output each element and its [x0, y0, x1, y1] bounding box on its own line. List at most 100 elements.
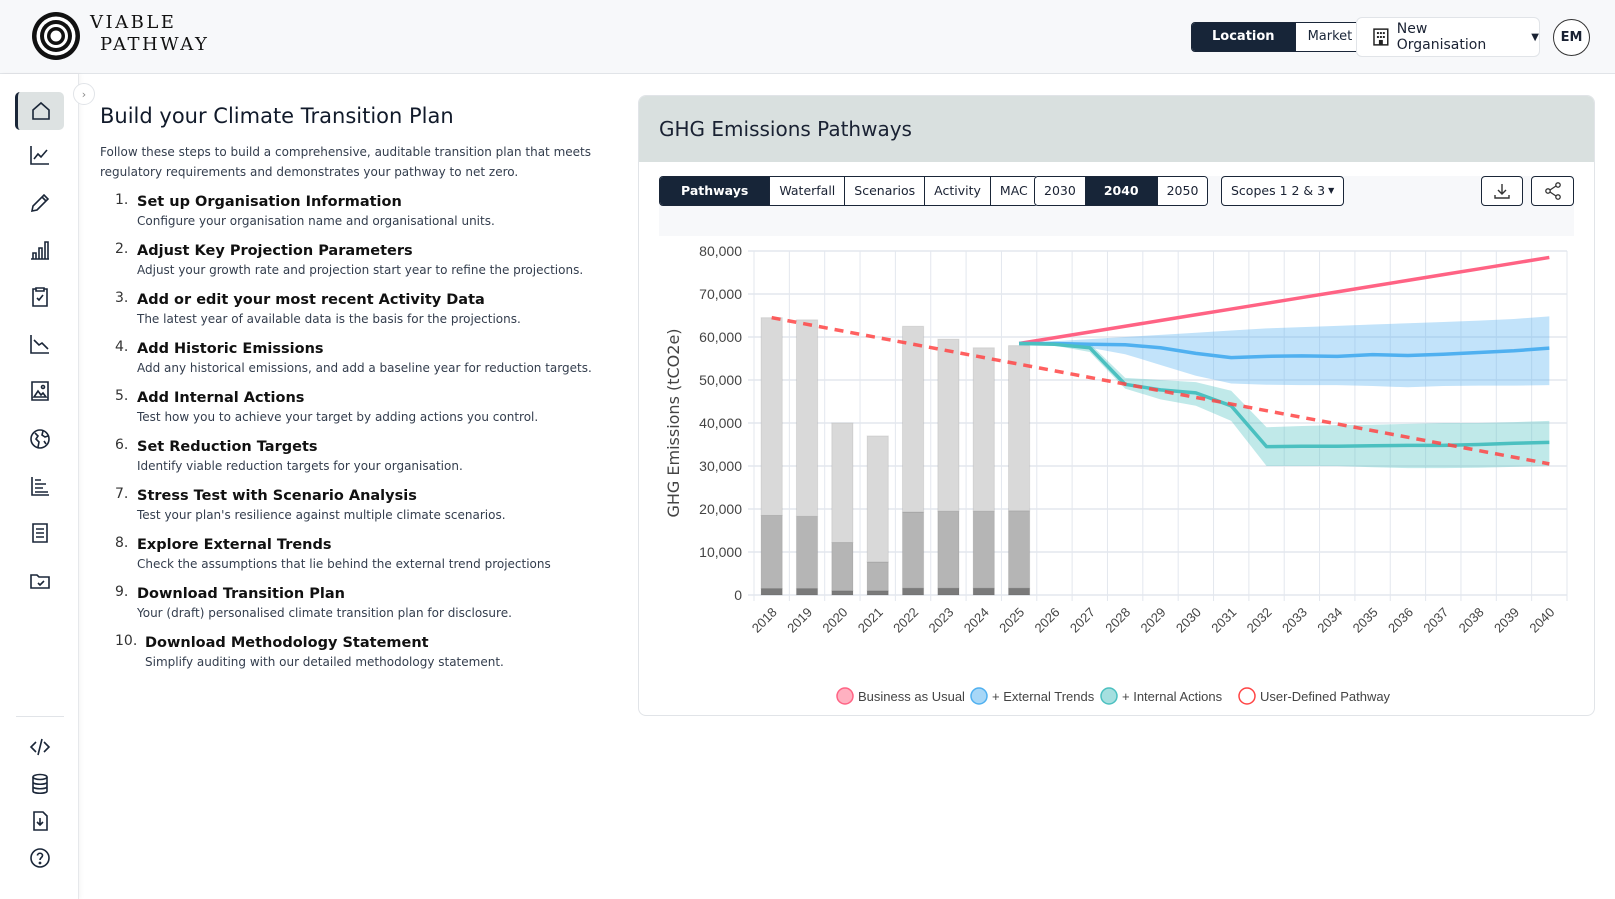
line-chart-icon [29, 146, 49, 165]
download-chart-button[interactable] [1481, 176, 1523, 206]
sidebar-item-files[interactable] [15, 562, 64, 600]
pathway-line [1019, 341, 1550, 360]
emissions-bar-segment [831, 422, 854, 544]
legend-swatch [970, 687, 988, 705]
step-description: The latest year of available data is the… [137, 312, 521, 326]
user-avatar[interactable]: EM [1553, 19, 1590, 56]
year-2050-button[interactable]: 2050 [1156, 177, 1208, 205]
step-item[interactable]: 3. Add or edit your most recent Activity … [100, 290, 600, 328]
emissions-bar-segment [866, 561, 889, 592]
tab-mac[interactable]: MAC [989, 177, 1037, 205]
sidebar-item-activity[interactable] [15, 231, 64, 269]
step-title: Set Reduction Targets [137, 439, 318, 455]
file-download-icon [32, 811, 48, 831]
caret-down-icon: ▼ [1531, 31, 1539, 43]
sidebar-item-data[interactable] [15, 765, 64, 803]
step-item[interactable]: 1. Set up Organisation Information Configu… [100, 192, 600, 230]
year-2040-button[interactable]: 2040 [1084, 177, 1157, 205]
step-item[interactable]: 2. Adjust Key Projection Parameters Adjust… [100, 241, 600, 279]
sidebar-expand-button[interactable]: › [73, 83, 95, 105]
step-title: Download Methodology Statement [145, 635, 429, 651]
sidebar-item-gallery[interactable] [15, 372, 64, 410]
sidebar-item-trends[interactable] [15, 325, 64, 363]
scopes-dropdown[interactable]: Scopes 1 2 & 3 ▼ [1221, 176, 1345, 206]
database-icon [31, 773, 48, 795]
emissions-bar-segment [760, 514, 783, 590]
x-tick-label: 2039 [1491, 605, 1522, 636]
sidebar-item-breakdown[interactable] [15, 467, 64, 505]
step-item[interactable]: 6. Set Reduction Targets Identify viable r… [100, 437, 600, 475]
pathway-line [1018, 255, 1550, 346]
year-2030-button[interactable]: 2030 [1035, 177, 1085, 205]
x-tick-label: 2022 [890, 605, 921, 636]
step-number: 7. [115, 486, 129, 502]
sidebar-item-dashboard[interactable] [15, 136, 64, 174]
image-icon [30, 381, 49, 401]
step-description: Identify viable reduction targets for yo… [137, 459, 463, 473]
sidebar-item-scenarios[interactable] [15, 420, 64, 458]
step-description: Test your plan's resilience against mult… [137, 508, 506, 522]
legend-swatch [1238, 687, 1256, 705]
y-tick-label: 40,000 [699, 415, 742, 431]
building-icon [1373, 28, 1389, 46]
step-item[interactable]: 7. Stress Test with Scenario Analysis Test… [100, 486, 600, 524]
x-tick-label: 2024 [961, 605, 992, 636]
y-tick-label: 30,000 [699, 458, 742, 474]
emissions-bar-segment [760, 317, 783, 516]
x-tick-label: 2036 [1385, 605, 1416, 636]
sidebar-item-export[interactable] [15, 802, 64, 840]
step-number: 3. [115, 290, 129, 306]
sidebar-item-help[interactable] [15, 839, 64, 877]
intro-lead: Follow these steps to build a comprehens… [100, 145, 591, 179]
y-tick-label: 20,000 [699, 501, 742, 517]
step-item[interactable]: 4. Add Historic Emissions Add any historic… [100, 339, 600, 377]
sidebar-item-targets[interactable] [15, 278, 64, 316]
emissions-bar-segment [866, 590, 889, 596]
x-tick-label: 2019 [784, 605, 815, 636]
brand-line-1: VIABLE [90, 12, 177, 33]
tab-scenarios[interactable]: Scenarios [844, 177, 925, 205]
step-number: 8. [115, 535, 129, 551]
market-button[interactable]: Market [1294, 23, 1365, 51]
x-tick-label: 2032 [1244, 605, 1275, 636]
tab-waterfall[interactable]: Waterfall [769, 177, 845, 205]
step-title: Stress Test with Scenario Analysis [137, 488, 417, 504]
sidebar [0, 74, 79, 899]
emissions-bar-segment [901, 511, 925, 589]
step-item[interactable]: 10. Download Methodology Statement Simplif… [100, 633, 600, 671]
step-number: 2. [115, 241, 129, 257]
tab-activity[interactable]: Activity [924, 177, 990, 205]
step-item[interactable]: 8. Explore External Trends Check the assum… [100, 535, 600, 573]
emissions-bar-segment [1008, 587, 1031, 596]
x-tick-label: 2027 [1067, 605, 1098, 636]
step-item[interactable]: 9. Download Transition Plan Your (draft) p… [100, 584, 600, 622]
x-tick-label: 2038 [1456, 605, 1487, 636]
folder-check-icon [29, 574, 50, 589]
location-button[interactable]: Location [1192, 23, 1295, 51]
uncertainty-band [1019, 343, 1550, 469]
step-number: 1. [115, 192, 129, 208]
x-tick-label: 2028 [1102, 605, 1133, 636]
step-description: Configure your organisation name and org… [137, 214, 495, 228]
sidebar-item-edit[interactable] [15, 184, 64, 222]
chevron-right-icon: › [81, 87, 87, 101]
legend-item[interactable]: + Internal Actions [1100, 687, 1223, 705]
legend-item[interactable]: + External Trends [970, 687, 1095, 705]
sidebar-item-report[interactable] [15, 514, 64, 552]
emissions-bar-segment [972, 587, 995, 596]
sidebar-item-api[interactable] [15, 728, 64, 766]
step-item[interactable]: 5. Add Internal Actions Test how you to ac… [100, 388, 600, 426]
x-tick-label: 2030 [1173, 605, 1204, 636]
legend-swatch [836, 687, 854, 705]
legend-item[interactable]: User-Defined Pathway [1238, 687, 1391, 705]
step-number: 9. [115, 584, 129, 600]
y-tick-label: 10,000 [699, 544, 742, 560]
share-chart-button[interactable] [1531, 176, 1574, 206]
legend-item[interactable]: Business as Usual [836, 687, 965, 705]
y-tick-label: 0 [734, 587, 742, 603]
y-axis-label: GHG Emissions (tCO2e) [664, 328, 683, 517]
sidebar-item-home[interactable] [15, 92, 64, 130]
organisation-dropdown[interactable]: New Organisation ▼ [1356, 17, 1540, 57]
tab-pathways[interactable]: Pathways [660, 177, 770, 205]
x-tick-label: 2021 [855, 605, 886, 636]
